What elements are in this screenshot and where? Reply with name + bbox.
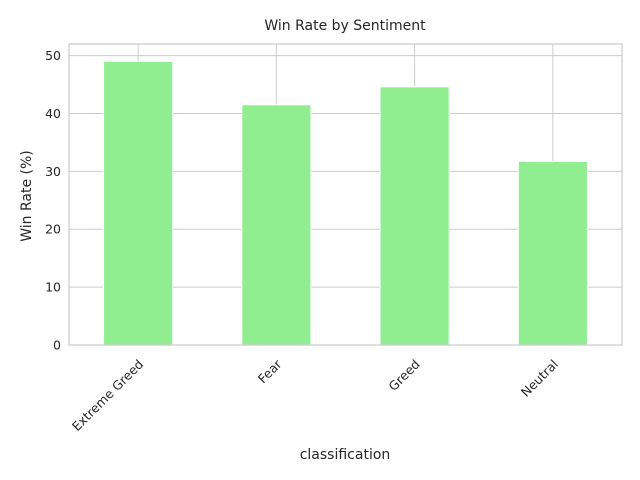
y-tick-label: 0 — [53, 338, 61, 353]
y-tick-label: 50 — [45, 48, 61, 63]
x-axis-label: classification — [300, 447, 391, 463]
bar-fear — [241, 104, 312, 346]
y-axis-label: Win Rate (%) — [19, 150, 35, 242]
y-tick-label: 20 — [45, 222, 61, 237]
bar-neutral — [517, 161, 588, 346]
y-tick-label: 30 — [45, 164, 61, 179]
bar-greed — [379, 86, 450, 346]
y-tick-label: 40 — [45, 106, 61, 121]
y-tick-label: 10 — [45, 280, 61, 295]
plot-frame — [68, 43, 623, 346]
y-tick-labels: 0 10 20 30 40 50 — [45, 48, 61, 352]
bars — [103, 60, 588, 346]
chart-title: Win Rate by Sentiment — [264, 18, 426, 34]
bar-extreme-greed — [103, 60, 174, 346]
